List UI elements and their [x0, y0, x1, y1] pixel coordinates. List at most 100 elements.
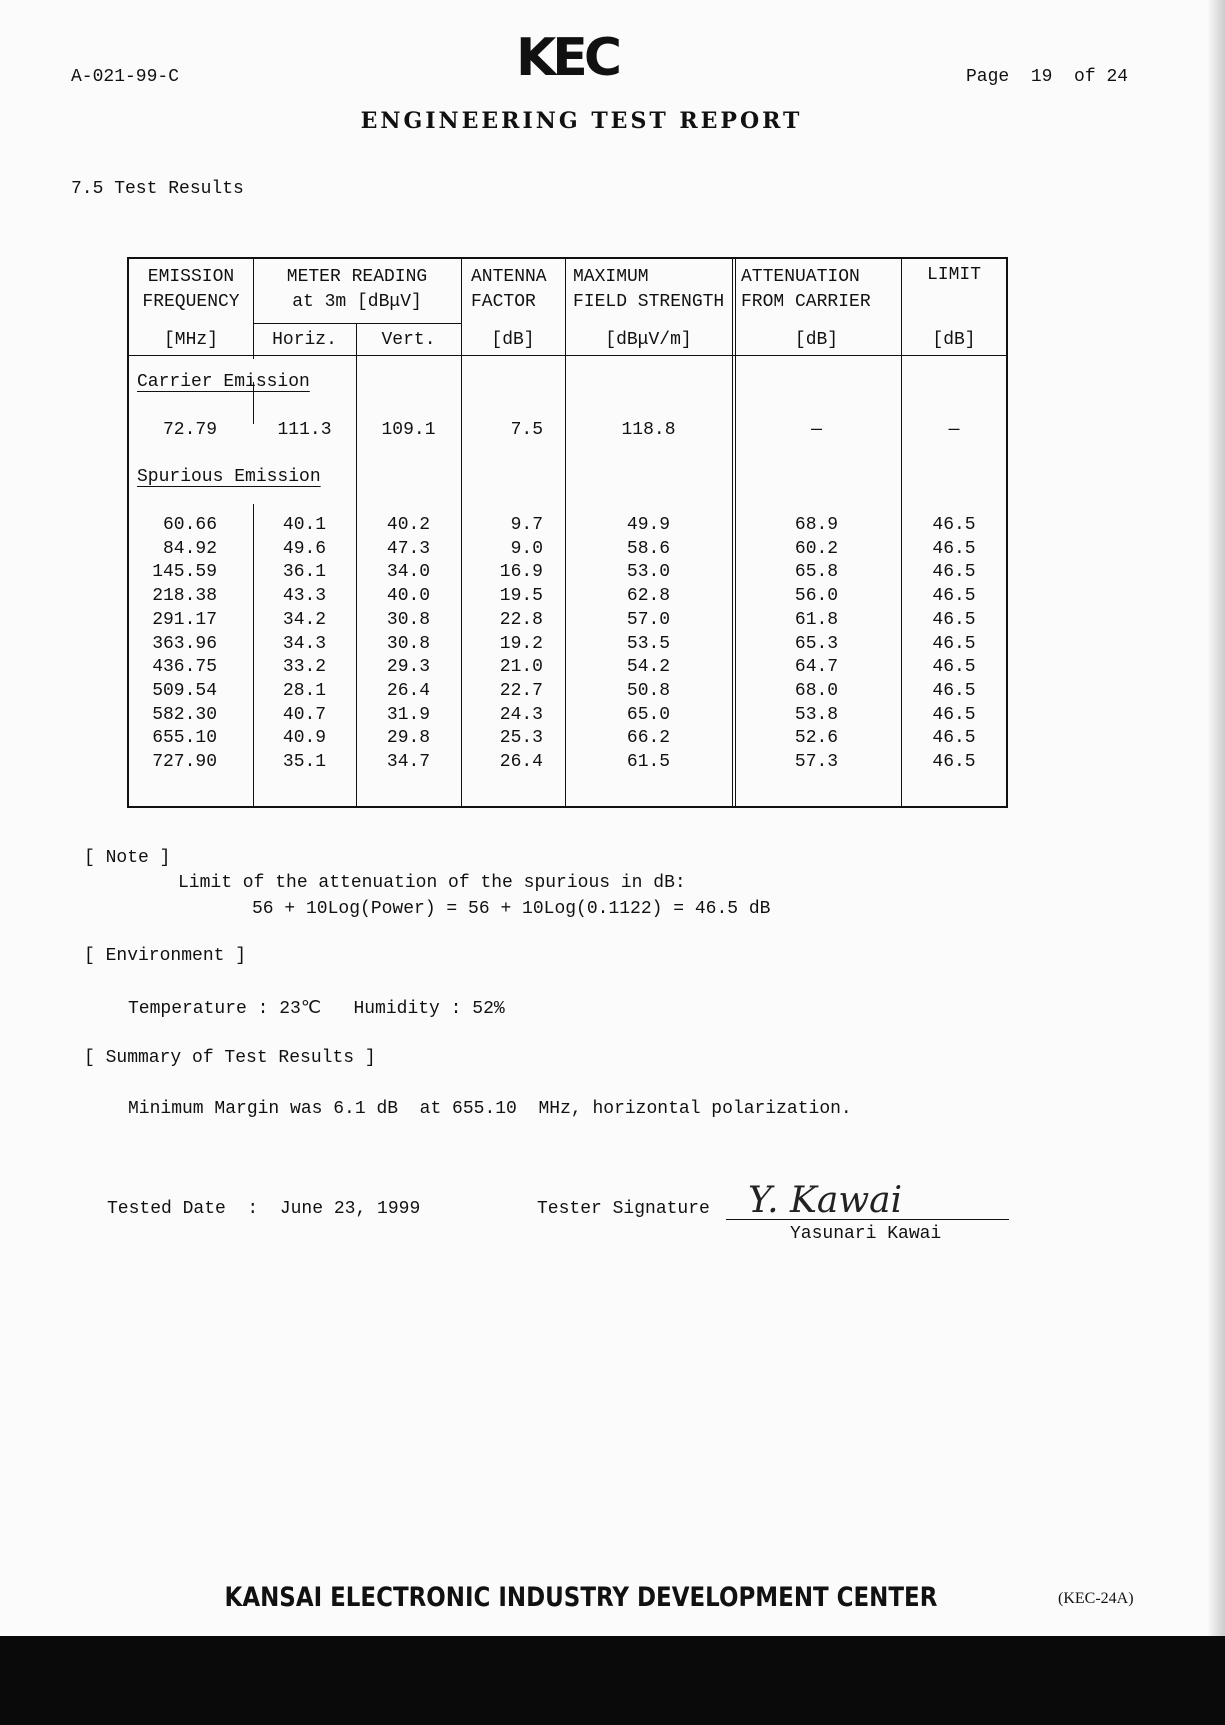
table-cell: 46.5: [932, 586, 976, 607]
table-cell: 53.0: [626, 562, 671, 583]
table-cell: 40.0: [386, 586, 431, 607]
table-cell: 61.5: [626, 752, 671, 772]
tester-name: Yasunari Kawai: [790, 1224, 942, 1244]
table-cell: 33.2: [282, 657, 327, 678]
table-cell: 436.75: [152, 657, 217, 678]
table-cell: 30.8: [386, 633, 431, 654]
table-cell: 40.1: [282, 515, 327, 535]
table-cell: 60.66: [162, 515, 217, 535]
tester-signature-label: Tester Signature: [537, 1199, 710, 1219]
table-cell: 25.3: [499, 728, 543, 749]
table-cell: 57.3: [794, 752, 839, 772]
table-cell: 21.0: [499, 657, 543, 678]
table-cell: 111.3: [277, 420, 332, 440]
table-cell: 46.5: [932, 562, 976, 583]
table-cell: 61.8: [794, 609, 839, 630]
note-line-1: Limit of the attenuation of the spurious…: [178, 873, 686, 893]
form-number: (KEC-24A): [1058, 1590, 1134, 1607]
table-cell: 218.38: [152, 586, 217, 607]
note-heading: [ Note ]: [84, 848, 171, 868]
table-cell: 22.8: [499, 609, 543, 630]
table-cell: 109.1: [381, 420, 436, 440]
scan-edge-shadow: [1207, 0, 1225, 1636]
section-heading: 7.5 Test Results: [71, 179, 244, 199]
table-cell: 62.8: [626, 586, 671, 607]
table-cell: 53.8: [794, 704, 839, 725]
table-cell: 24.3: [499, 704, 543, 725]
table-cell: 9.0: [510, 538, 543, 559]
table-cell: 40.7: [282, 704, 327, 725]
table-cell: 35.1: [282, 752, 327, 772]
document-id: A-021-99-C: [71, 67, 180, 87]
table-cell: 46.5: [932, 657, 976, 678]
table-cell: 34.0: [386, 562, 431, 583]
summary-text: Minimum Margin was 6.1 dB at 655.10 MHz,…: [128, 1099, 852, 1119]
table-cell: 29.8: [386, 728, 431, 749]
table-cell: 65.0: [626, 704, 671, 725]
spurious-emission-label: Spurious Emission: [137, 467, 321, 487]
table-cell: 46.5: [932, 538, 976, 559]
table-cell: 68.0: [794, 680, 839, 701]
table-cell: 52.6: [794, 728, 839, 749]
table-cell: 291.17: [152, 609, 217, 630]
table-cell: 40.9: [282, 728, 327, 749]
report-title: ENGINEERING TEST REPORT: [360, 108, 803, 134]
table-cell: 363.96: [152, 633, 217, 654]
table-cell: —: [811, 420, 822, 440]
table-cell: 22.7: [499, 680, 543, 701]
note-formula: 56 + 10Log(Power) = 56 + 10Log(0.1122) =…: [252, 899, 771, 919]
table-cell: 9.7: [510, 515, 543, 535]
tested-date: Tested Date : June 23, 1999: [107, 1199, 421, 1219]
table-cell: 60.2: [794, 538, 839, 559]
table-cell: 727.90: [152, 752, 217, 772]
table-cell: 65.3: [794, 633, 839, 654]
table-cell: 49.9: [626, 515, 671, 535]
table-cell: 46.5: [932, 633, 976, 654]
table-cell: 26.4: [386, 680, 431, 701]
table-cell: 31.9: [386, 704, 431, 725]
table-cell: 84.92: [162, 538, 217, 559]
table-cell: 19.2: [499, 633, 543, 654]
table-cell: 53.5: [626, 633, 671, 654]
table-cell: 47.3: [386, 538, 431, 559]
table-cell: 49.6: [282, 538, 327, 559]
footer-organization: KANSAI ELECTRONIC INDUSTRY DEVELOPMENT C…: [224, 1582, 938, 1613]
table-cell: 66.2: [626, 728, 671, 749]
table-cell: 46.5: [932, 609, 976, 630]
table-cell: 43.3: [282, 586, 327, 607]
table-cell: 46.5: [932, 728, 976, 749]
table-cell: 34.7: [386, 752, 431, 772]
scan-border: [0, 1636, 1225, 1725]
table-cell: 65.8: [794, 562, 839, 583]
table-cell: 56.0: [794, 586, 839, 607]
table-cell: 46.5: [932, 680, 976, 701]
summary-heading: [ Summary of Test Results ]: [84, 1048, 376, 1068]
table-cell: 40.2: [386, 515, 431, 535]
table-cell: 509.54: [152, 680, 217, 701]
table-cell: 34.3: [282, 633, 327, 654]
table-cell: 54.2: [626, 657, 671, 678]
table-cell: 19.5: [499, 586, 543, 607]
table-cell: 46.5: [932, 515, 976, 535]
table-cell: 57.0: [626, 609, 671, 630]
table-cell: 29.3: [386, 657, 431, 678]
table-cell: 28.1: [282, 680, 327, 701]
table-cell: 64.7: [794, 657, 839, 678]
table-cell: 46.5: [932, 752, 976, 772]
table-cell: 7.5: [510, 420, 543, 440]
table-cell: 655.10: [152, 728, 217, 749]
kec-logo: KEC: [516, 28, 622, 88]
table-cell: 582.30: [152, 704, 217, 725]
table-cell: 58.6: [626, 538, 671, 559]
table-cell: 118.8: [621, 420, 676, 440]
table-cell: 72.79: [162, 420, 217, 440]
table-cell: 50.8: [626, 680, 671, 701]
page-number: Page 19 of 24: [966, 67, 1129, 87]
table-cell: 36.1: [282, 562, 327, 583]
table-cell: 46.5: [932, 704, 976, 725]
table-cell: 30.8: [386, 609, 431, 630]
environment-heading: [ Environment ]: [84, 946, 247, 966]
table-cell: 26.4: [499, 752, 543, 772]
table-cell: 68.9: [794, 515, 839, 535]
